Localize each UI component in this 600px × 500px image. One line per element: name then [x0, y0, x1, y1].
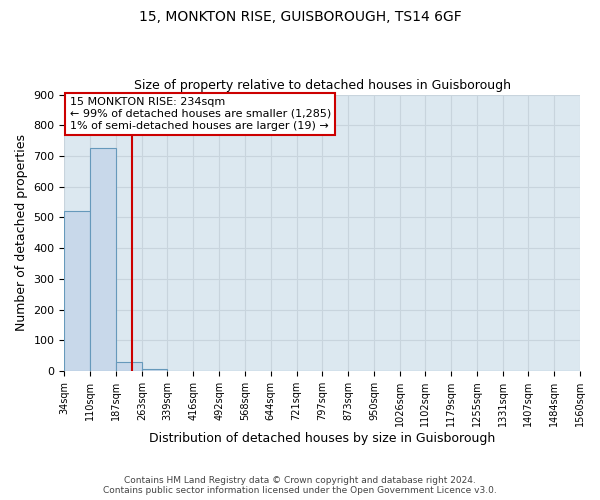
- Title: Size of property relative to detached houses in Guisborough: Size of property relative to detached ho…: [134, 79, 511, 92]
- Y-axis label: Number of detached properties: Number of detached properties: [15, 134, 28, 332]
- Bar: [64, 210, 90, 371]
- X-axis label: Distribution of detached houses by size in Guisborough: Distribution of detached houses by size …: [149, 432, 496, 445]
- Bar: [116, 362, 142, 371]
- Bar: [142, 370, 167, 371]
- Bar: [90, 148, 116, 371]
- Text: 15, MONKTON RISE, GUISBOROUGH, TS14 6GF: 15, MONKTON RISE, GUISBOROUGH, TS14 6GF: [139, 10, 461, 24]
- Text: 15 MONKTON RISE: 234sqm
← 99% of detached houses are smaller (1,285)
1% of semi-: 15 MONKTON RISE: 234sqm ← 99% of detache…: [70, 98, 331, 130]
- Text: Contains HM Land Registry data © Crown copyright and database right 2024.
Contai: Contains HM Land Registry data © Crown c…: [103, 476, 497, 495]
